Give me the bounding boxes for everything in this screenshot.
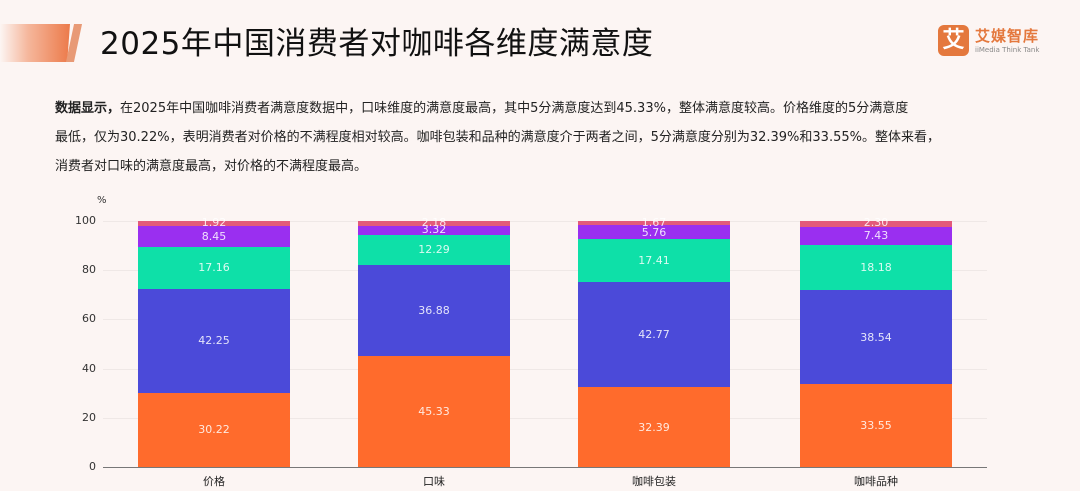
gridline	[103, 270, 987, 272]
gridline	[103, 368, 987, 370]
header-accent-gradient	[0, 24, 70, 62]
brand-logo: 艾 艾媒智库 iiMedia Think Tank	[938, 25, 1039, 56]
bar-segment[interactable]: 1.67	[578, 217, 730, 228]
y-tick-label: 100	[75, 214, 96, 227]
bar-0[interactable]: 30.22 42.25 17.16 8.45 1.92	[138, 217, 290, 467]
segment-value-label: 12.29	[418, 243, 450, 257]
logo-name-en: iiMedia Think Tank	[975, 45, 1040, 54]
y-tick-label: 0	[89, 460, 96, 473]
segment-value-label: 30.22	[198, 423, 230, 437]
segment-value-label: 42.77	[638, 328, 670, 342]
bar-segment[interactable]: 7.43	[800, 226, 952, 245]
segment-value-label: 17.16	[198, 261, 230, 275]
bar-segment[interactable]: 42.25	[138, 288, 290, 393]
bar-1[interactable]: 45.33 36.88 12.29 3.32 2.18	[358, 217, 510, 467]
segment-value-label: 36.88	[418, 303, 450, 317]
segment-value-label: 45.33	[418, 404, 450, 418]
x-tick-label: 咖啡品种	[854, 475, 898, 488]
summary-line-1: 在2025年中国咖啡消费者满意度数据中，口味维度的满意度最高，其中5分满意度达到…	[120, 101, 909, 116]
segment-value-label: 32.39	[638, 420, 670, 434]
gridline	[103, 221, 987, 222]
y-tick-label: 60	[82, 312, 96, 326]
segment-value-label: 1.67	[641, 215, 667, 229]
bar-segment[interactable]: 3.32	[358, 222, 510, 236]
y-tick-label: 40	[82, 361, 96, 375]
segment-value-label: 8.45	[201, 229, 227, 243]
bar-segment[interactable]: 36.88	[358, 264, 510, 356]
x-tick-label: 价格	[203, 475, 225, 488]
bar-segment[interactable]: 18.18	[800, 244, 952, 290]
segment-value-label: 42.25	[198, 334, 230, 348]
bar-segment[interactable]: 5.76	[578, 225, 730, 240]
summary-line-2: 最低，仅为30.22%，表明消费者对价格的不满程度相对较高。咖啡包装和品种的满意…	[55, 130, 940, 145]
bar-segment[interactable]: 12.29	[358, 234, 510, 265]
segment-value-label: 18.18	[860, 260, 892, 274]
bar-segment[interactable]: 42.77	[578, 282, 730, 388]
y-tick-label: 80	[82, 263, 96, 277]
bar-segment[interactable]: 1.92	[138, 217, 290, 228]
segment-value-label: 38.54	[860, 330, 892, 344]
summary-line-3: 消费者对口味的满意度最高，对价格的不满程度最高。	[55, 159, 368, 174]
bar-segment[interactable]: 2.18	[358, 217, 510, 228]
logo-name-cn: 艾媒智库	[975, 26, 1040, 45]
gridline	[103, 417, 987, 419]
bar-segment[interactable]: 33.55	[800, 384, 952, 467]
segment-value-label: 2.30	[863, 216, 889, 230]
summary-paragraph: 数据显示，在2025年中国咖啡消费者满意度数据中，口味维度的满意度最高，其中5分…	[55, 94, 1055, 181]
x-tick-label: 咖啡包装	[632, 475, 676, 488]
segment-value-label: 7.43	[863, 229, 889, 243]
segment-value-label: 1.92	[201, 215, 227, 229]
y-axis-unit: %	[97, 195, 107, 206]
bar-segment[interactable]: 17.41	[578, 239, 730, 283]
bar-3[interactable]: 33.55 38.54 18.18 7.43 2.30	[800, 217, 952, 467]
bar-segment[interactable]: 45.33	[358, 355, 510, 467]
header-accent-decoration	[0, 24, 83, 62]
y-tick-label: 20	[82, 410, 96, 424]
x-tick-label: 口味	[423, 475, 445, 488]
bar-2[interactable]: 32.39 42.77 17.41 5.76 1.67	[578, 217, 730, 467]
segment-value-label: 33.55	[860, 419, 892, 433]
ai-media-logo-icon: 艾	[938, 25, 969, 56]
bar-segment[interactable]: 17.16	[138, 246, 290, 289]
segment-value-label: 3.32	[421, 222, 447, 236]
segment-value-label: 2.18	[421, 216, 447, 230]
segment-value-label: 17.41	[638, 254, 670, 268]
segment-value-label: 5.76	[641, 225, 667, 239]
page-title: 2025年中国消费者对咖啡各维度满意度	[100, 26, 654, 62]
gridline	[103, 319, 987, 321]
bar-segment[interactable]: 32.39	[578, 387, 730, 467]
x-axis-line	[103, 467, 987, 468]
bar-segment[interactable]: 38.54	[800, 289, 952, 385]
summary-lead: 数据显示，	[55, 101, 121, 116]
bar-segment[interactable]: 30.22	[138, 392, 290, 467]
bar-segment[interactable]: 8.45	[138, 225, 290, 247]
bar-segment[interactable]: 2.30	[800, 217, 952, 228]
